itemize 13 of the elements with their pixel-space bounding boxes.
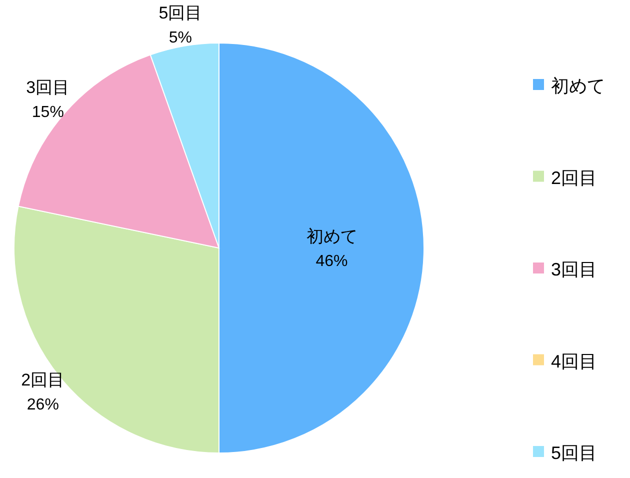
data-label: 46% xyxy=(316,253,348,270)
legend-label: 3回目 xyxy=(551,260,598,280)
slice-label: 5回目 xyxy=(158,3,202,22)
legend-label: 4回目 xyxy=(551,351,598,372)
legend-label: 2回目 xyxy=(551,168,598,188)
slice-label: 3回目 xyxy=(26,78,70,97)
data-label: 26% xyxy=(26,396,59,414)
data-label: 5% xyxy=(168,29,192,46)
legend-label: 初めて xyxy=(551,76,605,96)
slice-label: 初めて xyxy=(306,227,358,246)
legend-label: 5回目 xyxy=(551,443,598,463)
data-label: 15% xyxy=(32,104,64,121)
slice-label: 2回目 xyxy=(21,370,65,390)
